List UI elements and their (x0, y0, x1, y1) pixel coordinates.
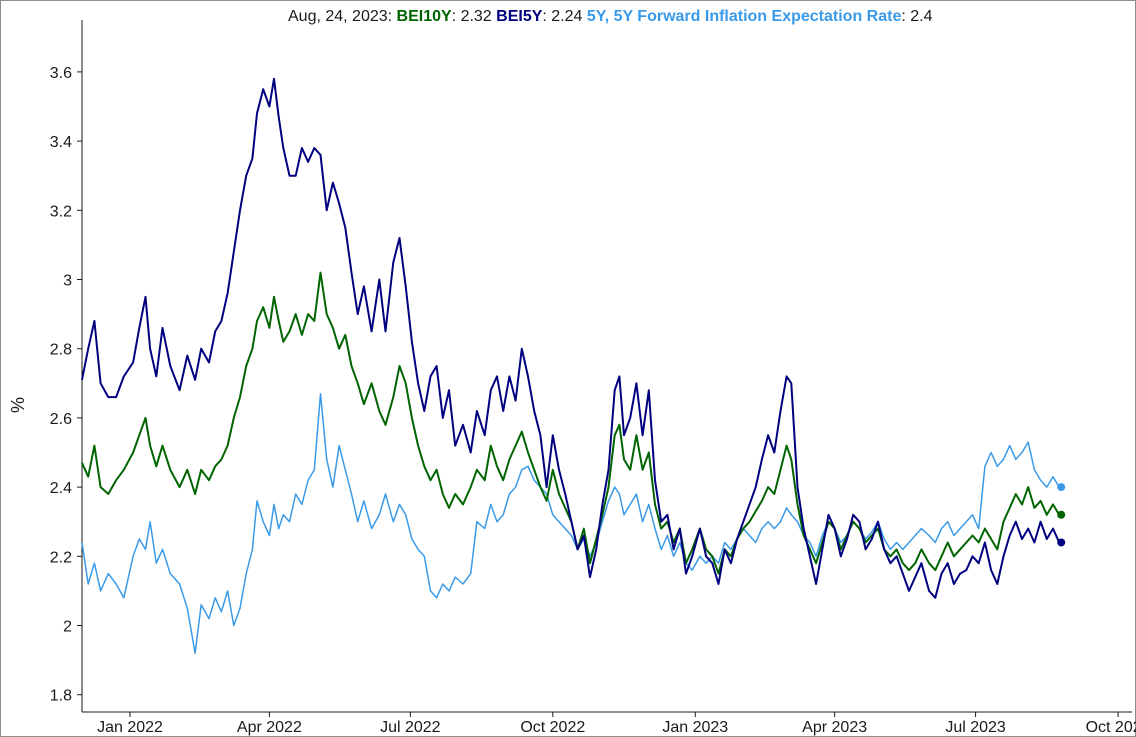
y-tick-label: 2.6 (50, 411, 72, 428)
series-line-2 (81, 392, 1060, 654)
x-tick-label: Jan 2023 (662, 719, 728, 736)
end-markers (1057, 483, 1066, 547)
y-tick-label: 2.4 (50, 480, 72, 497)
x-tick-label: Oct 2023 (1086, 719, 1136, 736)
legend-5y5y-name: 5Y, 5Y Forward Inflation Expectation Rat… (586, 8, 902, 25)
series-line-1 (81, 271, 1061, 575)
x-tick-label: Oct 2022 (520, 719, 585, 736)
y-tick-label: 2.2 (50, 549, 72, 566)
y-tick-label: 3.2 (50, 203, 72, 220)
series-line-0 (81, 77, 1061, 599)
x-tick-label: Jul 2022 (380, 719, 441, 736)
series-end-marker-2 (1057, 483, 1066, 492)
legend-5y5y-value: 2.4 (910, 8, 933, 25)
y-tick-label: 2 (63, 619, 72, 636)
x-tick-label: Apr 2023 (802, 719, 867, 736)
y-tick-label: 2.8 (50, 342, 72, 359)
y-tick-label: 3 (63, 273, 72, 290)
legend-bei5y-name: BEI5Y (496, 8, 543, 25)
chart-legend: Aug, 24, 2023: BEI10Y: 2.32 BEI5Y: 2.24 … (288, 8, 933, 25)
x-tick-label: Jan 2022 (97, 719, 163, 736)
axes: 1.8 2 2.2 2.4 2.6 2.8 3 3.2 3.4 3.6 Jan 2022 Apr 20… (8, 20, 1136, 736)
y-tick-label: 1.8 (50, 688, 72, 705)
series-end-marker-1 (1057, 510, 1066, 519)
y-tick-label: 3.6 (50, 65, 72, 82)
legend-bei10y-value: 2.32 (460, 8, 492, 25)
legend-bei10y-name: BEI10Y (396, 8, 452, 25)
series-end-marker-0 (1057, 538, 1066, 547)
x-tick-label: Jul 2023 (945, 719, 1006, 736)
series-lines (81, 77, 1061, 654)
x-tick-label: Apr 2022 (237, 719, 302, 736)
y-tick-label: 3.4 (50, 134, 72, 151)
legend-bei5y-value: 2.24 (551, 8, 583, 25)
y-axis-label: % (8, 397, 28, 413)
legend-date: Aug, 24, 2023 (288, 8, 388, 25)
